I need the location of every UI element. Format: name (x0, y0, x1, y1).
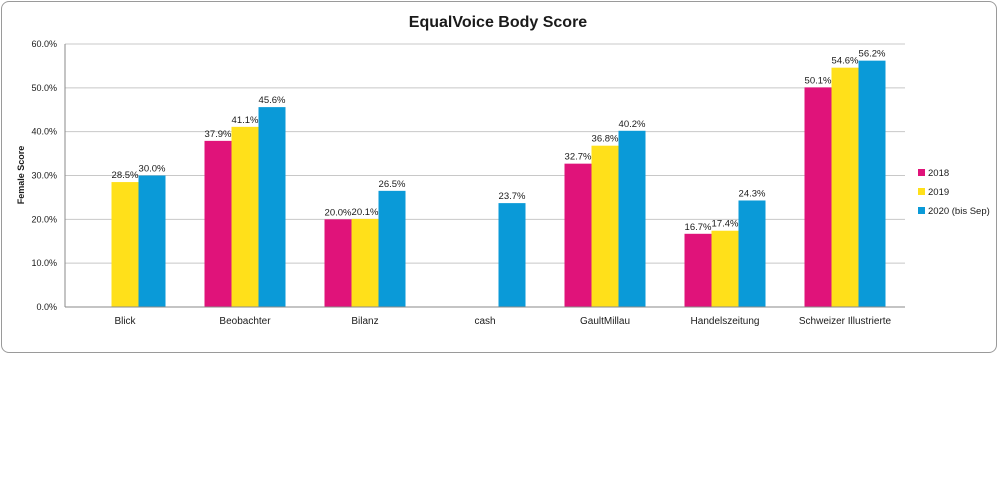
bar (204, 140, 232, 307)
legend-swatch (918, 169, 925, 176)
data-label: 40.2% (619, 119, 646, 130)
data-label: 28.5% (112, 170, 139, 181)
y-tick-label: 0.0% (36, 302, 57, 312)
bar (138, 175, 166, 307)
bar (831, 67, 859, 307)
data-label: 54.6% (832, 56, 859, 67)
data-label: 20.0% (325, 207, 352, 218)
x-tick-label: cash (474, 316, 495, 327)
x-tick-label: Schweizer Illustrierte (799, 316, 892, 327)
y-tick-label: 10.0% (31, 258, 57, 268)
chart-title: EqualVoice Body Score (409, 14, 588, 31)
legend-label: 2018 (928, 168, 949, 179)
x-tick-label: GaultMillau (580, 316, 630, 327)
data-label: 37.9% (205, 129, 232, 140)
bar (711, 230, 739, 307)
y-tick-label: 60.0% (31, 39, 57, 49)
bar (738, 200, 766, 307)
bar (351, 218, 379, 307)
bar (231, 126, 259, 307)
data-label: 50.1% (805, 75, 832, 86)
data-label: 23.7% (499, 191, 526, 202)
bar (111, 182, 139, 307)
data-label: 20.1% (352, 207, 379, 218)
y-tick-label: 40.0% (31, 127, 57, 137)
bar (324, 219, 352, 307)
axis-layer: 0.0% 10.0% 20.0% 30.0% 40.0% 50.0% 60.0% Blick B… (31, 39, 905, 327)
y-tick-label: 20.0% (31, 214, 57, 224)
bar (378, 190, 406, 307)
x-tick-label: Handelszeitung (691, 316, 760, 327)
bar (258, 107, 286, 308)
x-tick-label: Blick (114, 316, 136, 327)
data-label: 41.1% (232, 115, 259, 126)
bar (564, 163, 592, 307)
bar (804, 87, 832, 308)
legend: 2018 2019 2020 (bis Sep) (918, 168, 990, 217)
data-label: 17.4% (712, 219, 739, 230)
bar (618, 130, 646, 307)
y-tick-label: 30.0% (31, 171, 57, 181)
data-label: 26.5% (379, 179, 406, 190)
y-tick-label: 50.0% (31, 83, 57, 93)
data-labels-layer: 28.5%30.0% 37.9%41.1%45.6% 20.0% 20.1% 26.5%… (112, 49, 886, 233)
x-tick-label: Bilanz (351, 316, 378, 327)
legend-swatch (918, 188, 925, 195)
data-label: 30.0% (139, 164, 166, 175)
data-label: 24.3% (739, 188, 766, 199)
x-tick-label: Beobachter (219, 316, 271, 327)
bar (684, 233, 712, 307)
bar (858, 60, 886, 308)
data-label: 56.2% (859, 49, 886, 60)
grid-layer (65, 43, 905, 308)
legend-swatch (918, 207, 925, 214)
bar (591, 145, 619, 307)
y-axis-label: Female Score (16, 146, 26, 205)
bars-layer (111, 60, 886, 308)
bar (498, 203, 526, 307)
data-label: 16.7% (685, 222, 712, 233)
data-label: 32.7% (565, 152, 592, 163)
data-label: 36.8% (592, 134, 619, 145)
data-label: 45.6% (259, 95, 286, 106)
legend-label: 2019 (928, 187, 949, 198)
legend-label: 2020 (bis Sep) (928, 206, 990, 217)
